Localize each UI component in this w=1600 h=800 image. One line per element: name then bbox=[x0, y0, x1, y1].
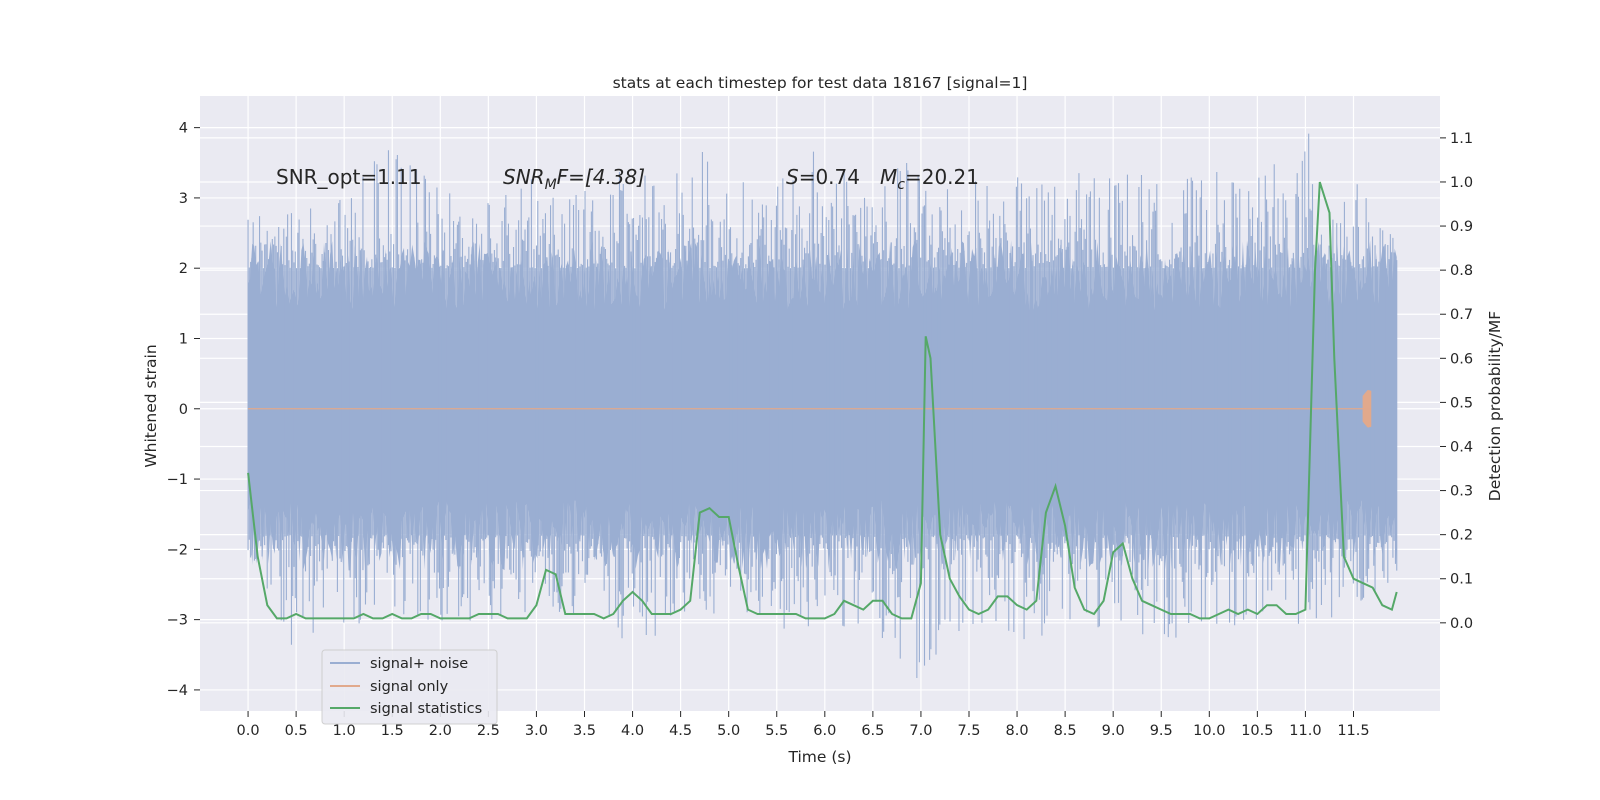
legend: signal+ noise signal only signal statist… bbox=[321, 649, 498, 725]
x-tick-label: 2.5 bbox=[477, 723, 500, 739]
y-left-tick-label: 0 bbox=[179, 402, 188, 418]
x-tick-label: 3.5 bbox=[573, 723, 596, 739]
x-tick-label: 8.0 bbox=[1006, 723, 1029, 739]
x-tick-label: 3.0 bbox=[525, 723, 548, 739]
x-tick-label: 2.0 bbox=[429, 723, 452, 739]
y-right-tick-label: 0.9 bbox=[1450, 219, 1473, 235]
x-tick-label: 7.5 bbox=[957, 723, 980, 739]
x-tick-label: 11.5 bbox=[1337, 723, 1369, 739]
chart-title: stats at each timestep for test data 181… bbox=[613, 74, 1028, 92]
y-right-tick-label: 0.8 bbox=[1450, 263, 1473, 279]
y-right-tick-label: 0.0 bbox=[1450, 616, 1473, 632]
annotation-s: S=0.74 bbox=[786, 165, 860, 189]
x-tick-label: 1.0 bbox=[333, 723, 356, 739]
y-axis-left-ticks: −4 −3 −2 −1 0 1 2 3 4 bbox=[167, 121, 200, 699]
snr-mf-f: F=[4.38] bbox=[557, 165, 645, 189]
x-axis-ticks: 0.0 0.5 1.0 1.5 2.0 2.5 3.0 3.5 4.0 4.5 5.0 5.5 6.0 6… bbox=[237, 711, 1370, 739]
legend-label-signal-statistics: signal statistics bbox=[370, 701, 482, 717]
x-tick-label: 0.0 bbox=[237, 723, 260, 739]
x-tick-label: 8.5 bbox=[1054, 723, 1077, 739]
annotation-snr-mf: SNRMF=[4.38] bbox=[503, 165, 645, 193]
y-right-tick-label: 0.6 bbox=[1450, 351, 1473, 367]
y-left-tick-label: 1 bbox=[179, 331, 188, 347]
y-left-tick-label: 2 bbox=[179, 261, 188, 277]
x-tick-label: 0.5 bbox=[285, 723, 308, 739]
legend-frame bbox=[321, 649, 498, 725]
x-tick-label: 6.5 bbox=[861, 723, 884, 739]
noise-spikes bbox=[247, 133, 1398, 678]
y-right-tick-label: 0.2 bbox=[1450, 528, 1473, 544]
y-left-tick-label: −2 bbox=[167, 542, 188, 558]
snr-mf-sub: M bbox=[545, 177, 557, 193]
y-right-tick-label: 0.4 bbox=[1450, 439, 1473, 455]
mc-value: =20.21 bbox=[905, 165, 979, 189]
y-left-tick-label: 3 bbox=[179, 191, 188, 207]
x-tick-label: 4.0 bbox=[621, 723, 644, 739]
x-tick-label: 10.0 bbox=[1193, 723, 1225, 739]
annotation-snr-opt: SNR_opt=1.11 bbox=[276, 165, 422, 189]
snr-mf-main: SNR bbox=[503, 165, 545, 189]
y-left-tick-label: −1 bbox=[167, 472, 188, 488]
x-tick-label: 11.0 bbox=[1289, 723, 1321, 739]
x-axis-label: Time (s) bbox=[787, 748, 851, 766]
x-tick-label: 9.5 bbox=[1150, 723, 1173, 739]
s-label: S bbox=[786, 165, 799, 189]
y-right-tick-label: 1.1 bbox=[1450, 131, 1473, 147]
y-right-tick-label: 0.1 bbox=[1450, 572, 1473, 588]
y-right-tick-label: 1.0 bbox=[1450, 175, 1473, 191]
s-value: =0.74 bbox=[799, 165, 860, 189]
y-right-tick-label: 0.3 bbox=[1450, 484, 1473, 500]
x-tick-label: 6.0 bbox=[813, 723, 836, 739]
x-tick-label: 5.0 bbox=[717, 723, 740, 739]
legend-label-signal-only: signal only bbox=[370, 679, 449, 695]
x-tick-label: 5.5 bbox=[765, 723, 788, 739]
y-left-tick-label: −4 bbox=[167, 683, 188, 699]
y-right-tick-label: 0.5 bbox=[1450, 395, 1473, 411]
y-left-tick-label: 4 bbox=[179, 121, 188, 137]
x-tick-label: 1.5 bbox=[381, 723, 404, 739]
y-right-tick-label: 0.7 bbox=[1450, 307, 1473, 323]
x-tick-label: 10.5 bbox=[1241, 723, 1273, 739]
mc-sub: c bbox=[897, 177, 905, 193]
y-axis-right-ticks: 0.0 0.1 0.2 0.3 0.4 0.5 0.6 0.7 0.8 0.9 1.0 1.1 bbox=[1440, 131, 1473, 632]
x-tick-label: 4.5 bbox=[669, 723, 692, 739]
annotation-mc: Mc=20.21 bbox=[880, 165, 979, 193]
mc-label: M bbox=[880, 165, 897, 189]
y-axis-right-label: Detection probability/MF bbox=[1486, 311, 1504, 502]
x-tick-label: 9.0 bbox=[1102, 723, 1125, 739]
y-left-tick-label: −3 bbox=[167, 613, 188, 629]
legend-label-signal-noise: signal+ noise bbox=[370, 656, 468, 672]
x-tick-label: 7.0 bbox=[909, 723, 932, 739]
series-signal-statistics bbox=[247, 181, 1398, 620]
y-axis-left-label: Whitened strain bbox=[142, 344, 160, 467]
